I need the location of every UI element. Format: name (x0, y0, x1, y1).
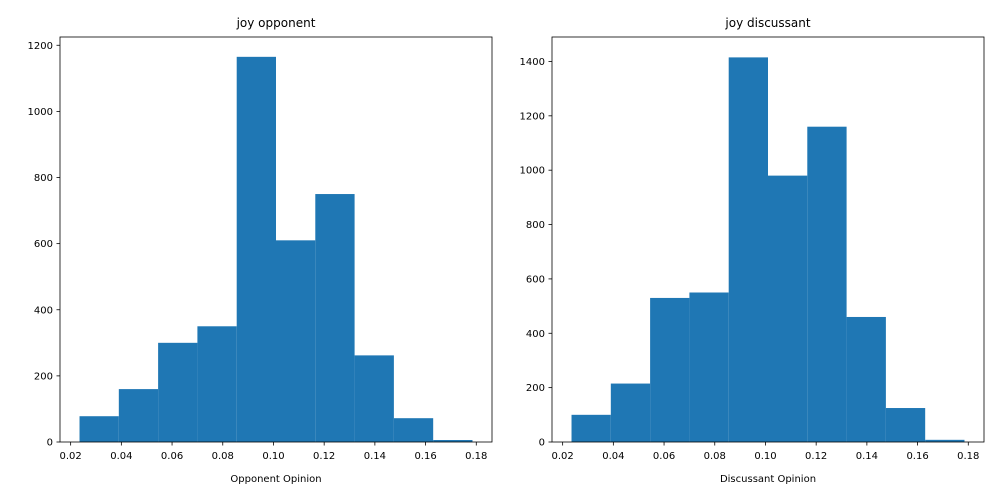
discussant-x-tick-label-1: 0.04 (602, 451, 624, 462)
discussant-y-tick-label-4: 800 (526, 220, 545, 231)
opponent-x-tick-label-1: 0.04 (110, 451, 132, 462)
opponent-y-tick-label-0: 0 (47, 438, 53, 449)
chart-title-opponent: joy opponent (236, 16, 316, 30)
x-axis-label-opponent: Opponent Opinion (230, 474, 321, 485)
discussant-x-tick-label-5: 0.12 (805, 451, 827, 462)
opponent-x-tick-label-6: 0.14 (364, 451, 386, 462)
opponent-x-tick-label-7: 0.16 (414, 451, 436, 462)
discussant-x-tick-label-4: 0.10 (754, 451, 776, 462)
discussant-y-tick-label-3: 600 (526, 274, 545, 285)
discussant-histogram-panel: joy discussant 0.02 0.04 0.06 0.08 0.10 0.12 0… (520, 16, 985, 485)
discussant-bar-8 (885, 408, 926, 442)
opponent-bars (79, 56, 473, 443)
opponent-x-tick-label-2: 0.06 (161, 451, 183, 462)
discussant-x-tick-label-8: 0.18 (957, 451, 979, 462)
opponent-x-ticks: 0.02 0.04 0.06 0.08 0.10 0.12 0.14 0.16 0.18 (60, 442, 487, 462)
discussant-y-tick-label-6: 1200 (520, 111, 545, 122)
discussant-y-tick-label-2: 400 (526, 329, 545, 340)
opponent-bar-5 (276, 240, 316, 442)
discussant-y-tick-label-1: 200 (526, 383, 545, 394)
chart-title-discussant: joy discussant (724, 16, 810, 30)
discussant-bars (571, 57, 965, 443)
opponent-bar-0 (79, 416, 119, 442)
discussant-bar-5 (768, 175, 808, 443)
discussant-y-tick-label-0: 0 (539, 438, 545, 449)
discussant-y-tick-label-5: 1000 (520, 166, 545, 177)
opponent-bar-8 (393, 418, 434, 442)
discussant-bar-7 (846, 316, 886, 442)
opponent-x-tick-label-8: 0.18 (465, 451, 487, 462)
opponent-y-tick-label-4: 800 (34, 173, 53, 184)
discussant-x-ticks: 0.02 0.04 0.06 0.08 0.10 0.12 0.14 0.16 0.18 (552, 442, 979, 462)
opponent-bar-6 (315, 194, 355, 442)
opponent-bar-9 (433, 440, 473, 442)
opponent-y-tick-label-5: 1000 (28, 107, 53, 118)
discussant-y-ticks: 0 200 400 600 800 1000 1200 1400 (520, 57, 552, 449)
opponent-y-tick-label-1: 200 (34, 371, 53, 382)
opponent-y-tick-label-6: 1200 (28, 41, 53, 52)
discussant-x-tick-label-7: 0.16 (906, 451, 928, 462)
discussant-x-tick-label-6: 0.14 (856, 451, 878, 462)
discussant-bar-6 (807, 126, 847, 442)
opponent-bar-1 (118, 389, 159, 442)
opponent-x-tick-label-0: 0.02 (60, 451, 82, 462)
opponent-bar-4 (236, 56, 276, 443)
opponent-y-tick-label-3: 600 (34, 239, 53, 250)
opponent-y-ticks: 0 200 400 600 800 1000 1200 (28, 41, 60, 449)
x-axis-label-discussant: Discussant Opinion (720, 474, 816, 485)
opponent-bar-2 (158, 342, 198, 442)
discussant-bar-1 (610, 383, 651, 442)
discussant-y-tick-label-7: 1400 (520, 57, 545, 68)
discussant-bar-3 (689, 292, 729, 442)
discussant-bar-2 (650, 297, 690, 442)
discussant-axes-frame (551, 36, 985, 443)
discussant-x-tick-label-2: 0.06 (653, 451, 675, 462)
opponent-axes-frame (59, 36, 493, 443)
opponent-histogram-panel: joy opponent 0.02 0.04 0.06 0.08 0.10 0.12 0.1… (28, 16, 493, 485)
opponent-x-tick-label-4: 0.10 (262, 451, 284, 462)
opponent-x-tick-label-5: 0.12 (313, 451, 335, 462)
discussant-bar-9 (925, 439, 965, 442)
discussant-x-tick-label-0: 0.02 (552, 451, 574, 462)
discussant-x-tick-label-3: 0.08 (704, 451, 726, 462)
discussant-bar-4 (728, 57, 768, 443)
discussant-bar-0 (571, 414, 611, 442)
opponent-bar-7 (354, 355, 394, 442)
opponent-bar-3 (197, 326, 237, 442)
opponent-y-tick-label-2: 400 (34, 305, 53, 316)
opponent-x-tick-label-3: 0.08 (212, 451, 234, 462)
